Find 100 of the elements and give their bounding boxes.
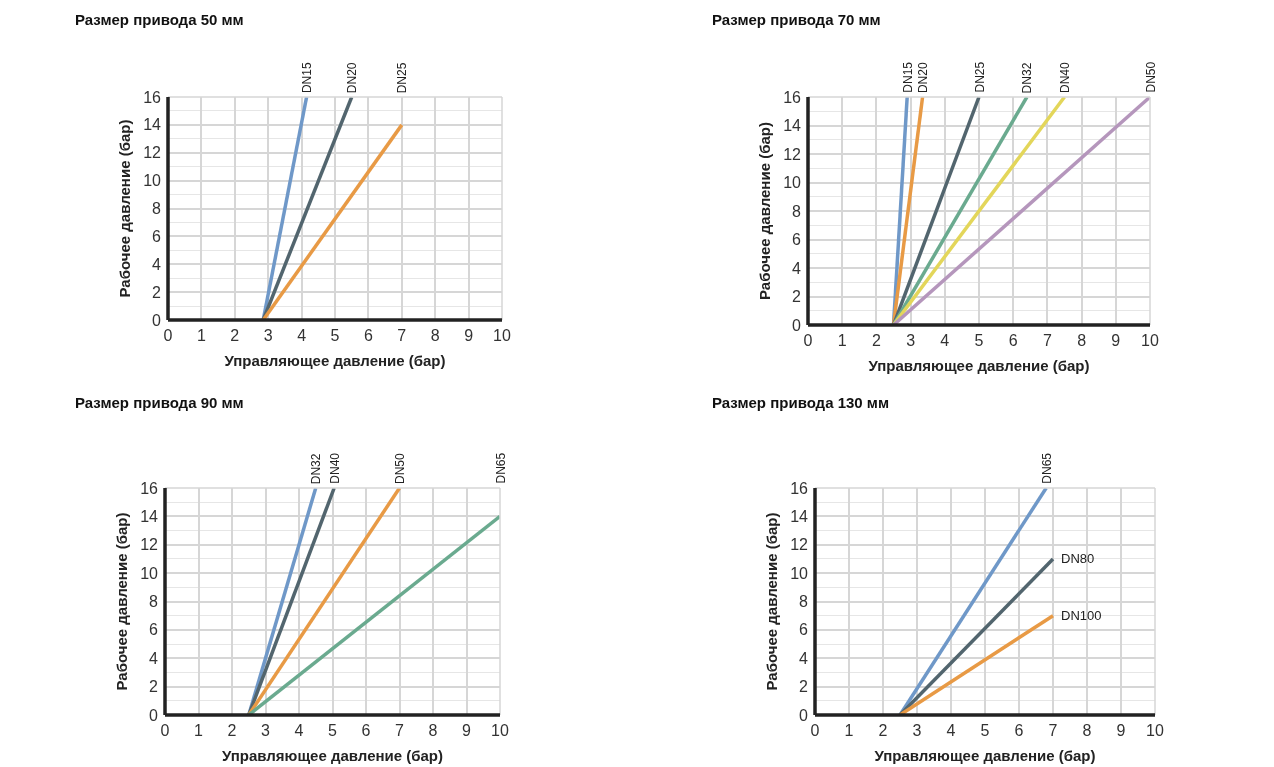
- x-tick-label: 3: [912, 722, 922, 739]
- text: DN25: [395, 62, 410, 94]
- x-tick-label: 7: [1048, 722, 1058, 739]
- y-tick-label: 0: [152, 311, 162, 329]
- y-tick-label: 16: [140, 479, 159, 497]
- text: DN15: [300, 62, 315, 94]
- y-tick-label: 10: [783, 174, 802, 192]
- y-tick-label: 14: [783, 117, 802, 135]
- chart-title: Размер привода 90 мм: [75, 393, 244, 411]
- y-tick-label: 14: [790, 507, 809, 525]
- y-tick-label: 2: [149, 678, 159, 696]
- text: DN40: [327, 452, 342, 484]
- y-tick-label: 4: [149, 649, 159, 667]
- text: DN32: [1020, 62, 1035, 94]
- x-axis-title: Управляющее давление (бар): [874, 747, 1096, 764]
- y-tick-label: 14: [140, 507, 159, 525]
- y-tick-label: 8: [799, 593, 809, 611]
- x-tick-label: 0: [163, 327, 173, 344]
- y-tick-label: 8: [792, 202, 802, 220]
- x-tick-label: 7: [1042, 332, 1052, 349]
- x-tick-label: 3: [261, 722, 271, 739]
- x-tick-label: 4: [940, 332, 950, 349]
- text: DN50: [1143, 61, 1158, 93]
- y-tick-label: 8: [152, 200, 162, 218]
- x-tick-label: 8: [428, 722, 438, 739]
- y-axis-title: Рабочее давление (бар): [116, 119, 134, 298]
- x-tick-label: 5: [328, 722, 338, 739]
- x-tick-label: 6: [361, 722, 371, 739]
- x-tick-label: 10: [491, 722, 509, 739]
- text: DN25: [972, 61, 987, 93]
- text: DN65: [493, 452, 508, 484]
- y-tick-label: 4: [799, 649, 809, 667]
- y-tick-label: 14: [143, 116, 162, 134]
- y-tick-label: 4: [152, 255, 162, 273]
- y-tick-label: 6: [799, 621, 809, 639]
- x-tick-label: 8: [430, 327, 440, 344]
- x-tick-label: 4: [294, 722, 304, 739]
- y-tick-label: 16: [783, 88, 802, 106]
- chart-title: Размер привода 50 мм: [75, 10, 244, 28]
- x-axis-title: Управляющее давление (бар): [224, 352, 446, 369]
- y-tick-label: 2: [792, 288, 802, 306]
- x-tick-label: 1: [194, 722, 204, 739]
- y-tick-label: 8: [149, 593, 159, 611]
- text: DN32: [309, 453, 324, 485]
- text: DN65: [1039, 452, 1054, 484]
- y-tick-label: 16: [143, 88, 162, 106]
- x-axis-title: Управляющее давление (бар): [868, 357, 1090, 374]
- x-tick-label: 7: [395, 722, 405, 739]
- x-tick-label: 9: [462, 722, 472, 739]
- x-tick-label: 5: [980, 722, 990, 739]
- y-tick-label: 10: [790, 564, 809, 582]
- x-tick-label: 6: [1008, 332, 1018, 349]
- text: DN20: [916, 62, 931, 94]
- x-tick-label: 10: [1146, 722, 1164, 739]
- y-tick-label: 16: [790, 479, 809, 497]
- x-tick-label: 0: [810, 722, 820, 739]
- chart-title: Размер привода 130 мм: [712, 393, 890, 411]
- x-tick-label: 2: [871, 332, 881, 349]
- x-tick-label: 8: [1082, 722, 1092, 739]
- x-tick-label: 8: [1077, 332, 1087, 349]
- text: DN50: [393, 452, 407, 484]
- x-tick-label: 5: [330, 327, 340, 344]
- x-tick-label: 3: [263, 327, 273, 344]
- y-tick-label: 0: [799, 706, 809, 724]
- chart-title: Размер привода 70 мм: [712, 10, 881, 28]
- y-tick-label: 0: [149, 706, 159, 724]
- y-tick-label: 10: [143, 172, 162, 190]
- y-tick-label: 2: [799, 678, 809, 696]
- x-tick-label: 4: [297, 327, 307, 344]
- y-axis-title: Рабочее давление (бар): [756, 122, 774, 300]
- x-tick-label: 7: [397, 327, 407, 344]
- y-tick-label: 4: [792, 259, 802, 277]
- x-tick-label: 2: [227, 722, 237, 739]
- x-tick-label: 5: [974, 332, 984, 349]
- y-tick-label: 6: [792, 231, 802, 249]
- y-tick-label: 12: [140, 536, 159, 554]
- y-tick-label: 10: [140, 564, 159, 582]
- x-tick-label: 1: [844, 722, 854, 739]
- x-tick-label: 4: [946, 722, 956, 739]
- x-tick-label: 1: [837, 332, 847, 349]
- x-tick-label: 9: [1111, 332, 1121, 349]
- y-axis-title: Рабочее давление (бар): [763, 512, 781, 691]
- y-tick-label: 12: [790, 536, 809, 554]
- x-tick-label: 9: [464, 327, 474, 344]
- text: DN15: [900, 61, 915, 93]
- series-label: DN100: [1061, 608, 1102, 623]
- x-tick-label: 6: [363, 327, 373, 344]
- x-axis-title: Управляющее давление (бар): [221, 747, 444, 764]
- x-tick-label: 1: [196, 327, 206, 344]
- x-tick-label: 2: [878, 722, 888, 739]
- text: DN20: [345, 62, 360, 94]
- x-tick-label: 3: [906, 332, 916, 349]
- x-tick-label: 10: [1141, 332, 1159, 349]
- x-tick-label: 6: [1014, 722, 1024, 739]
- y-tick-label: 6: [149, 621, 159, 639]
- x-tick-label: 10: [493, 327, 511, 344]
- y-tick-label: 12: [143, 144, 162, 162]
- y-tick-label: 12: [783, 145, 802, 163]
- series-label: DN80: [1061, 551, 1095, 566]
- text: DN40: [1058, 61, 1072, 93]
